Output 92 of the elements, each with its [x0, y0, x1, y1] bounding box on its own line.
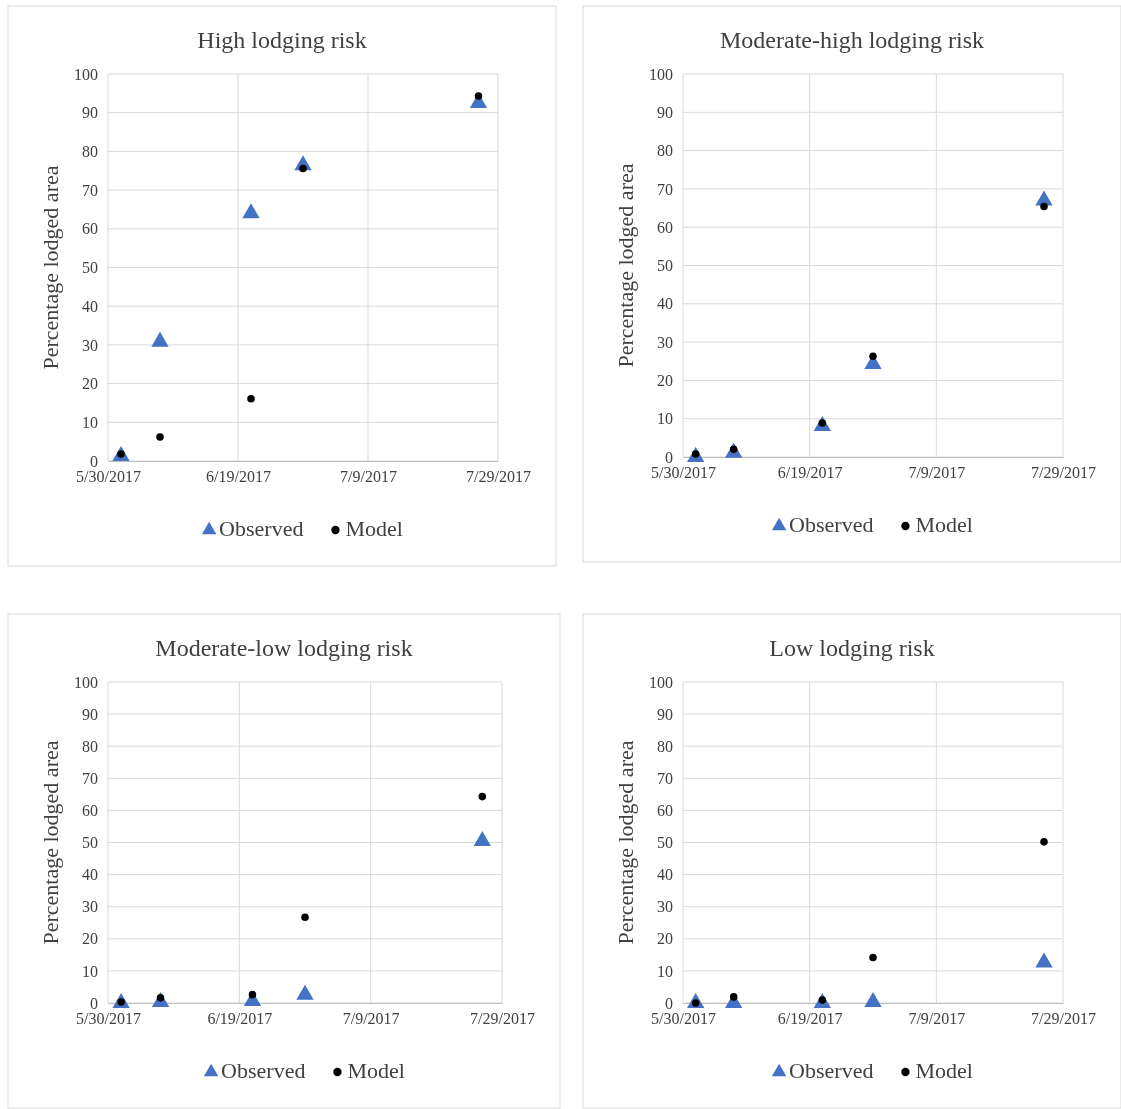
- y-tick-label: 70: [657, 769, 673, 787]
- x-tick-label: 7/9/2017: [340, 468, 397, 486]
- y-tick-label: 30: [82, 336, 98, 354]
- point: [478, 792, 487, 801]
- y-tick-label: 90: [82, 705, 98, 723]
- legend-label: Observed: [789, 512, 874, 537]
- chart-title: Moderate-high lodging risk: [720, 27, 984, 53]
- point: [1040, 202, 1048, 211]
- y-tick-label: 20: [82, 375, 98, 393]
- y-tick-label: 70: [82, 769, 98, 787]
- legend-label: Model: [915, 512, 973, 537]
- y-tick-label: 0: [90, 452, 98, 470]
- y-axis-title: Percentage lodged area: [38, 740, 63, 945]
- chart-title: Moderate-low lodging risk: [155, 635, 413, 661]
- legend-label: Model: [345, 516, 403, 541]
- y-tick-label: 100: [74, 673, 98, 691]
- y-tick-label: 40: [657, 866, 673, 884]
- y-tick-label: 0: [90, 994, 98, 1012]
- legend-label: Model: [347, 1058, 405, 1083]
- x-tick-label: 7/9/2017: [908, 464, 966, 482]
- y-tick-label: 60: [82, 802, 98, 820]
- x-tick-label: 7/9/2017: [342, 1010, 400, 1028]
- point: [869, 352, 877, 361]
- point: [869, 953, 877, 962]
- point: [248, 990, 257, 999]
- x-tick-label: 7/29/2017: [470, 1010, 535, 1028]
- x-tick-label: 5/30/2017: [651, 1010, 716, 1028]
- y-tick-label: 20: [657, 372, 673, 390]
- legend-label: Model: [915, 1058, 973, 1083]
- y-tick-label: 60: [657, 218, 673, 236]
- point: [247, 394, 255, 403]
- point: [296, 984, 314, 1000]
- y-tick-label: 40: [82, 866, 98, 884]
- y-axis-title: Percentage lodged area: [38, 165, 63, 370]
- y-tick-label: 20: [657, 930, 673, 948]
- x-tick-label: 7/29/2017: [466, 468, 531, 486]
- point: [1040, 838, 1048, 846]
- x-tick-label: 7/9/2017: [908, 1010, 966, 1028]
- y-tick-label: 80: [82, 143, 98, 161]
- x-tick-label: 7/29/2017: [1031, 464, 1096, 482]
- y-tick-label: 10: [657, 962, 673, 980]
- y-tick-label: 10: [82, 413, 98, 431]
- point: [242, 203, 260, 219]
- legend-label: Observed: [219, 516, 304, 541]
- y-tick-label: 90: [657, 705, 673, 723]
- y-tick-label: 30: [657, 333, 673, 351]
- chart-title: High lodging risk: [197, 27, 367, 53]
- y-tick-label: 0: [665, 994, 673, 1012]
- y-tick-label: 70: [657, 180, 673, 198]
- x-tick-label: 6/19/2017: [777, 464, 843, 482]
- y-tick-label: 50: [82, 834, 98, 852]
- legend-label: Observed: [789, 1058, 874, 1083]
- y-tick-label: 0: [665, 448, 673, 466]
- y-tick-label: 50: [82, 259, 98, 277]
- y-tick-label: 10: [657, 410, 673, 428]
- point: [301, 913, 309, 922]
- point: [299, 164, 307, 173]
- point: [1035, 952, 1053, 968]
- point: [729, 993, 738, 1001]
- y-tick-label: 100: [74, 65, 98, 83]
- x-tick-label: 7/29/2017: [1031, 1010, 1096, 1028]
- legend-label: Observed: [221, 1058, 306, 1083]
- x-tick-label: 5/30/2017: [651, 464, 716, 482]
- y-tick-label: 80: [657, 142, 673, 160]
- x-tick-label: 6/19/2017: [206, 468, 271, 486]
- y-tick-label: 80: [657, 737, 673, 755]
- y-tick-label: 60: [82, 220, 98, 238]
- x-tick-label: 6/19/2017: [207, 1010, 273, 1028]
- y-tick-label: 80: [82, 737, 98, 755]
- y-tick-label: 40: [82, 297, 98, 315]
- chart-title: Low lodging risk: [769, 635, 935, 661]
- x-tick-label: 6/19/2017: [777, 1010, 843, 1028]
- y-axis-title: Percentage lodged area: [613, 740, 638, 945]
- y-tick-label: 100: [649, 65, 673, 83]
- point: [864, 992, 882, 1008]
- y-tick-label: 20: [82, 930, 98, 948]
- y-tick-label: 60: [657, 802, 673, 820]
- x-tick-label: 5/30/2017: [76, 1010, 141, 1028]
- point: [156, 433, 164, 441]
- x-tick-label: 5/30/2017: [76, 468, 141, 486]
- y-tick-label: 50: [657, 257, 673, 275]
- y-tick-label: 100: [649, 673, 673, 691]
- y-tick-label: 10: [82, 962, 98, 980]
- y-axis-title: Percentage lodged area: [613, 163, 638, 368]
- y-tick-label: 40: [657, 295, 673, 313]
- y-tick-label: 50: [657, 834, 673, 852]
- y-tick-label: 30: [657, 898, 673, 916]
- point: [474, 92, 483, 100]
- y-tick-label: 70: [82, 181, 98, 199]
- y-tick-label: 30: [82, 898, 98, 916]
- y-tick-label: 90: [657, 103, 673, 121]
- y-tick-label: 90: [82, 104, 98, 122]
